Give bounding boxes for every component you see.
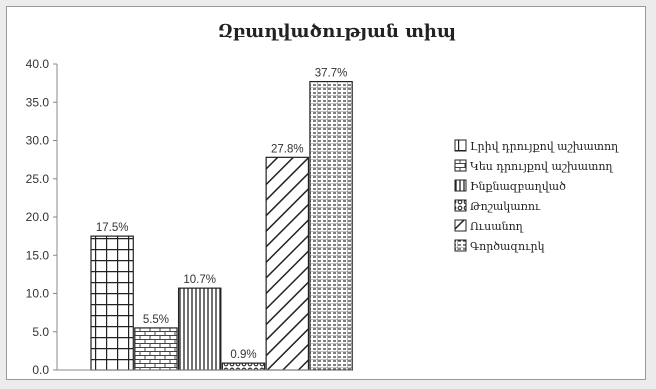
legend-swatch-2	[454, 159, 467, 172]
data-label-2: 5.5%	[143, 314, 169, 326]
data-labels: 17.5% 5.5% 10.7% 0.9% 27.8% 37.7%	[96, 68, 348, 362]
data-label-5: 27.8%	[271, 143, 304, 155]
y-tick-label: 5.0	[32, 325, 49, 339]
data-label-1: 17.5%	[96, 222, 129, 234]
legend-label-6: Գործազուրկ	[470, 240, 545, 253]
y-tick-label: 25.0	[26, 172, 50, 186]
chart-frame: Զբաղվածության տիպ 0.0 5.0 10.0 15.0 20.0 25.0…	[6, 6, 646, 380]
y-tick-label: 15.0	[26, 248, 50, 262]
y-tick-label: 40.0	[26, 57, 50, 71]
bar-4	[221, 362, 266, 371]
legend-swatch-1	[454, 139, 467, 152]
y-tick-label: 20.0	[26, 210, 50, 224]
bar-5	[265, 156, 310, 371]
data-label-4: 0.9%	[230, 349, 256, 361]
bar-2	[134, 327, 178, 371]
legend-label-4: Թոշակառու	[470, 200, 541, 213]
y-tick-label: 0.0	[32, 363, 49, 377]
legend-swatch-3	[454, 179, 467, 192]
y-axis: 0.0 5.0 10.0 15.0 20.0 25.0 30.0 35.0 40.0	[26, 57, 58, 377]
legend-swatch-4	[454, 199, 467, 212]
y-tick-label: 30.0	[26, 134, 50, 148]
legend-label-2: Կես դրույքով աշխատող	[470, 160, 613, 173]
y-tick-label: 35.0	[26, 95, 50, 109]
legend-swatch-5	[454, 219, 467, 232]
legend-label-5: Ուսանող	[470, 220, 524, 233]
chart-title: Զբաղվածության տիպ	[218, 21, 456, 42]
data-label-3: 10.7%	[183, 274, 216, 286]
legend-swatch-6	[454, 239, 467, 252]
bar-chart: Զբաղվածության տիպ 0.0 5.0 10.0 15.0 20.0 25.0…	[26, 21, 620, 377]
bar-6	[309, 80, 353, 371]
legend-label-3: Ինքնազբաղված	[470, 180, 566, 193]
bars	[90, 80, 353, 371]
data-label-6: 37.7%	[315, 68, 348, 80]
legend-label-1: Լրիվ դրույքով աշխատող	[470, 140, 619, 153]
legend: Լրիվ դրույքով աշխատող Կես դրույքով աշխատո…	[454, 139, 619, 253]
bar-3	[177, 287, 222, 371]
bar-1	[90, 235, 134, 371]
y-tick-label: 10.0	[26, 287, 50, 301]
